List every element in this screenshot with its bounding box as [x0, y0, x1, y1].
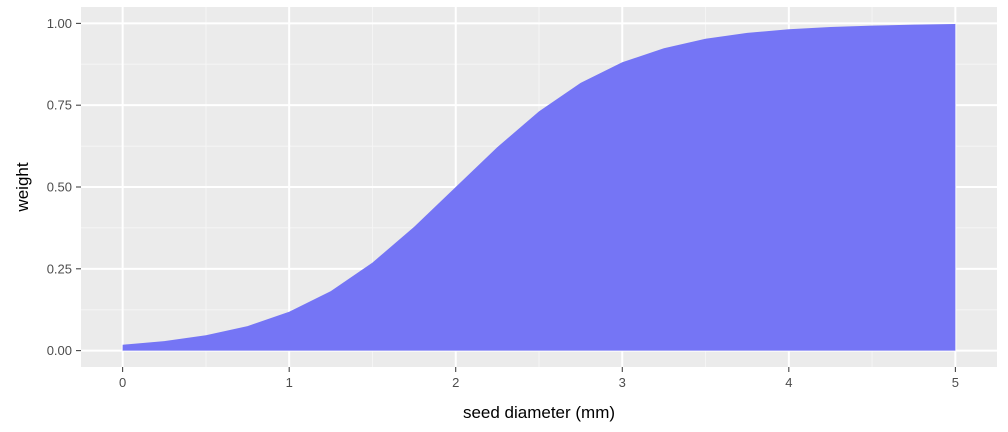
x-tick-label: 1: [286, 375, 293, 390]
x-tick-label: 2: [452, 375, 459, 390]
y-axis-title: weight: [13, 162, 32, 212]
x-tick-label: 0: [119, 375, 126, 390]
y-tick-label: 0.25: [47, 261, 72, 276]
x-tick-label: 4: [785, 375, 792, 390]
y-axis-ticks: 0.00 0.25 0.50 0.75 1.00: [47, 16, 81, 358]
y-tick-label: 1.00: [47, 16, 72, 31]
y-tick-label: 0.50: [47, 180, 72, 195]
y-tick-label: 0.00: [47, 343, 72, 358]
x-tick-label: 3: [619, 375, 626, 390]
y-tick-label: 0.75: [47, 98, 72, 113]
x-axis-ticks: 0 1 2 3 4 5: [119, 367, 959, 390]
x-tick-label: 5: [952, 375, 959, 390]
x-axis-title: seed diameter (mm): [463, 403, 615, 422]
area-series: [122, 24, 956, 351]
